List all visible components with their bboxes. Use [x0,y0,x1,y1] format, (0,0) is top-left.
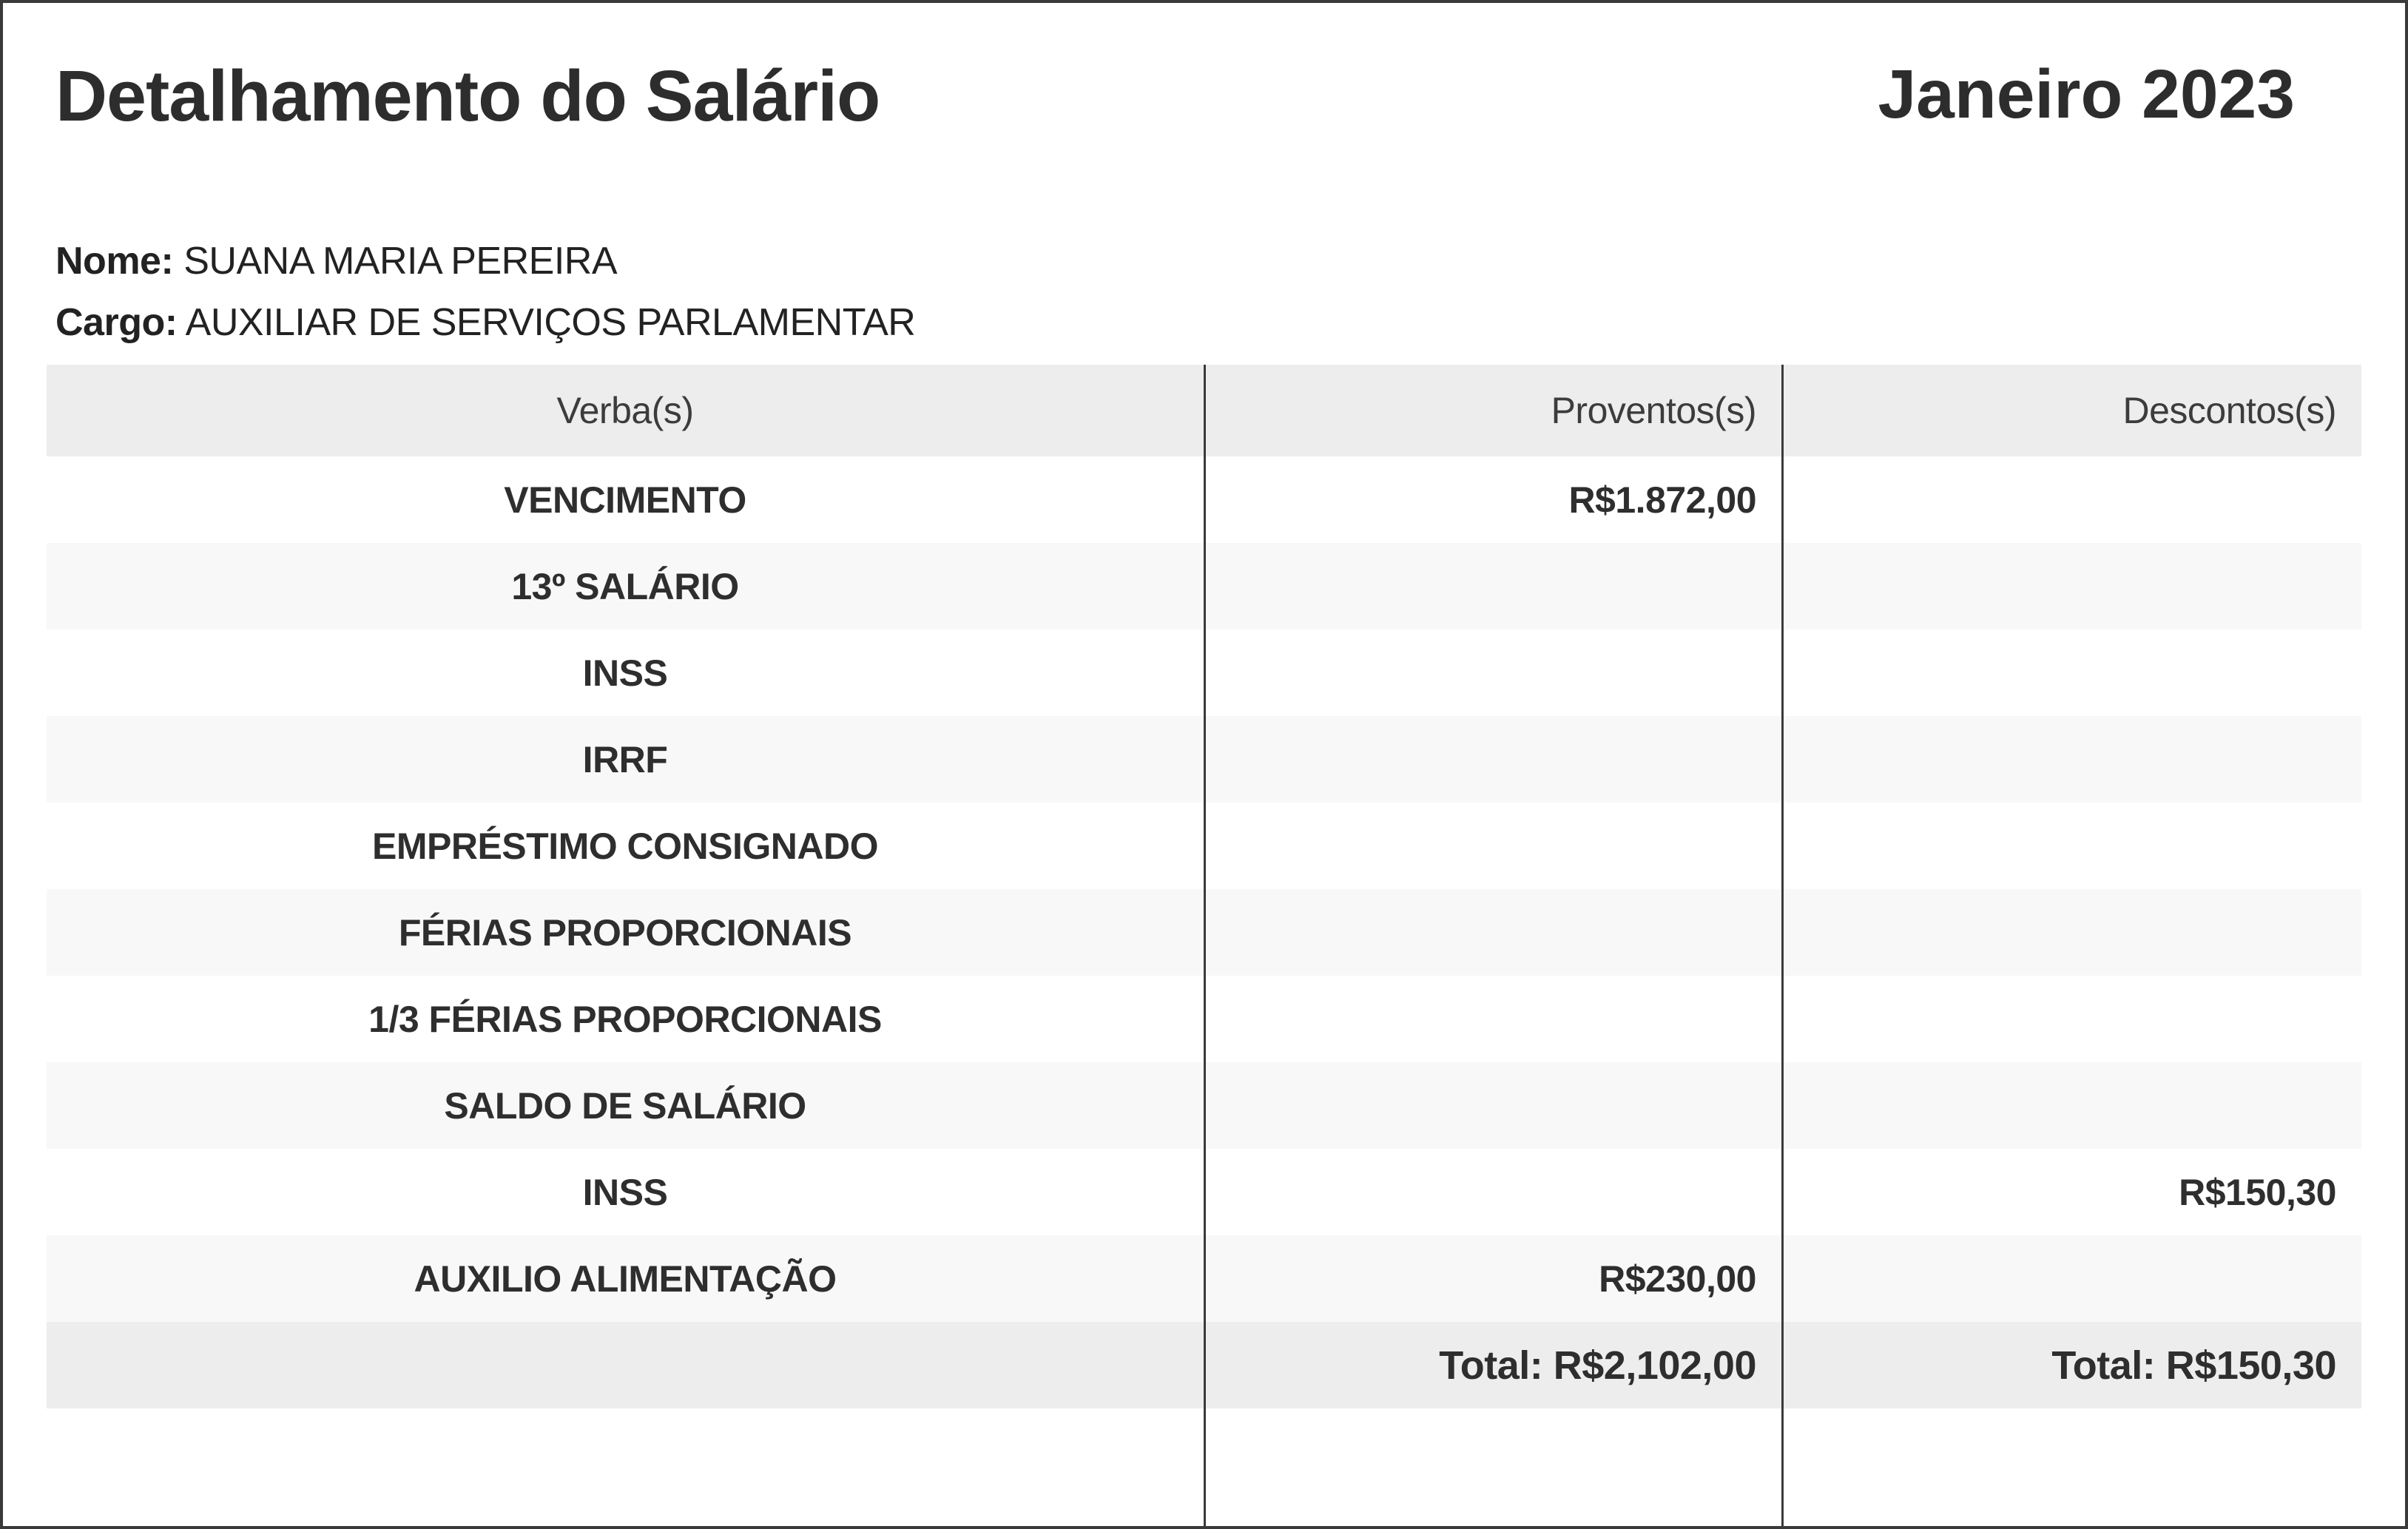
descontos-cell [1781,889,2361,976]
table-row: VENCIMENTO R$1.872,00 [47,456,2361,544]
proventos-cell: R$1.872,00 [1204,456,1781,544]
table-row: FÉRIAS PROPORCIONAIS [47,889,2361,976]
descontos-cell [1781,803,2361,890]
table-row: INSS [47,630,2361,717]
header-descontos: Descontos(s) [1781,365,2361,457]
table-row: INSS R$150,30 [47,1149,2361,1236]
proventos-cell [1204,1062,1781,1150]
totals-empty-cell [47,1322,1204,1408]
name-value: SUANA MARIA PEREIRA [183,240,618,283]
verba-cell: EMPRÉSTIMO CONSIGNADO [372,825,878,867]
table-row: 1/3 FÉRIAS PROPORCIONAIS [47,976,2361,1063]
verba-cell: 13º SALÁRIO [511,565,739,607]
descontos-cell: R$150,30 [1781,1149,2361,1236]
table-row: IRRF [47,716,2361,803]
verba-cell: INSS [582,652,668,694]
verba-cell: INSS [582,1171,668,1213]
page-content: Detalhamento do Salário Janeiro 2023 Nom… [3,3,2405,1526]
totals-row: Total: R$2,102,00 Total: R$150,30 [47,1322,2361,1409]
employee-name-line: Nome: SUANA MARIA PEREIRA [55,231,2353,292]
table-row: EMPRÉSTIMO CONSIGNADO [47,803,2361,890]
verba-cell: IRRF [582,738,668,780]
descontos-cell [1781,1235,2361,1323]
proventos-cell [1204,543,1781,630]
proventos-cell [1204,630,1781,717]
table-body: VENCIMENTO R$1.872,00 13º SALÁRIO INSS I… [47,456,2361,1323]
descontos-cell [1781,456,2361,544]
descontos-cell [1781,543,2361,630]
verba-cell: FÉRIAS PROPORCIONAIS [398,911,852,953]
table-row: 13º SALÁRIO [47,543,2361,630]
table-header-row: Verba(s) Proventos(s) Descontos(s) [47,365,2361,457]
filler-cell [47,1408,1204,1526]
role-label: Cargo: [55,301,178,345]
descontos-cell [1781,976,2361,1063]
table-row: AUXILIO ALIMENTAÇÃO R$230,00 [47,1235,2361,1323]
proventos-cell: R$230,00 [1204,1235,1781,1323]
role-value: AUXILIAR DE SERVIÇOS PARLAMENTAR [185,301,916,345]
name-label: Nome: [55,240,174,283]
employee-info: Nome: SUANA MARIA PEREIRA Cargo: AUXILIA… [55,231,2353,354]
descontos-cell [1781,1062,2361,1150]
proventos-cell [1204,889,1781,976]
verba-cell: VENCIMENTO [504,479,746,521]
document-header: Detalhamento do Salário Janeiro 2023 [47,3,2361,143]
table-filler-row [47,1408,2361,1526]
verba-cell: AUXILIO ALIMENTAÇÃO [414,1258,837,1300]
proventos-cell [1204,803,1781,890]
descontos-cell [1781,630,2361,717]
header-proventos: Proventos(s) [1204,365,1781,457]
verba-cell: 1/3 FÉRIAS PROPORCIONAIS [368,998,882,1040]
filler-cell [1781,1408,2361,1526]
header-verba: Verba(s) [556,390,694,432]
page-title: Detalhamento do Salário [55,55,880,136]
employee-role-line: Cargo: AUXILIAR DE SERVIÇOS PARLAMENTAR [55,292,2353,354]
salary-table: Verba(s) Proventos(s) Descontos(s) VENCI… [47,365,2361,1526]
table-row: SALDO DE SALÁRIO [47,1062,2361,1150]
filler-cell [1204,1408,1781,1526]
total-descontos: Total: R$150,30 [1781,1322,2361,1409]
descontos-cell [1781,716,2361,803]
total-proventos: Total: R$2,102,00 [1204,1322,1781,1409]
period-label: Janeiro 2023 [1878,55,2295,132]
proventos-cell [1204,716,1781,803]
proventos-cell [1204,976,1781,1063]
proventos-cell [1204,1149,1781,1236]
verba-cell: SALDO DE SALÁRIO [444,1084,806,1127]
